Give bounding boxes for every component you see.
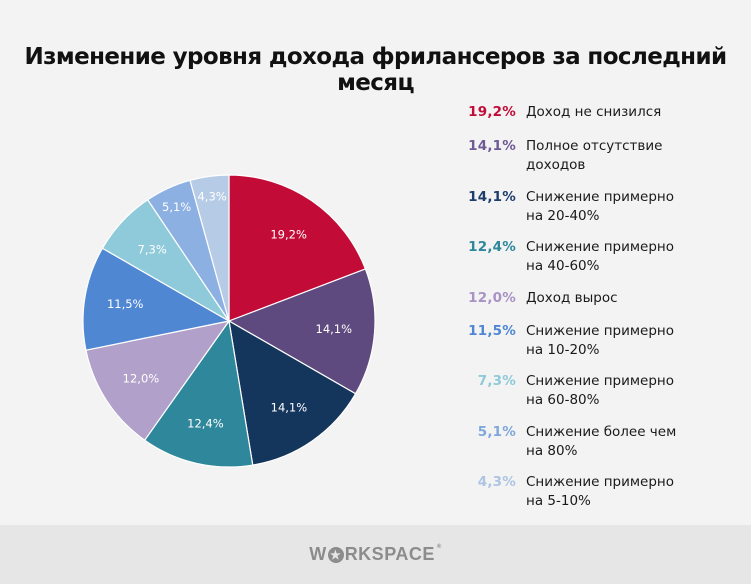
legend-item: 12,4% Снижение примерно на 40-60%: [462, 238, 722, 276]
legend-pct: 19,2%: [468, 104, 516, 120]
legend-label: Снижение примерно на 10-20%: [526, 323, 675, 358]
slice-label: 14,1%: [271, 400, 308, 414]
slice-label: 7,3%: [138, 242, 167, 256]
legend-pct: 5,1%: [477, 424, 516, 440]
legend-label: Снижение примерно на 5-10%: [526, 474, 675, 509]
legend-item: 5,1% Снижение более чем на 80%: [462, 423, 722, 461]
chart-title: Изменение уровня дохода фрилансеров за п…: [24, 44, 728, 96]
pie-slice: [143, 319, 254, 468]
slice-label: 4,3%: [197, 190, 226, 204]
legend-pct: 12,4%: [468, 239, 516, 255]
legend-pct: 12,0%: [468, 290, 516, 306]
pie-chart-svg: 19,2% 14,1% 14,1% 12,4% 12,0% 11,5% 7,3% 5,1% 4,…: [82, 174, 376, 468]
legend-item: 19,2% Доход не снизился: [462, 103, 722, 122]
legend-pct: 14,1%: [468, 189, 516, 205]
legend-label: Снижение примерно на 60-80%: [526, 373, 675, 408]
legend-item: 7,3% Снижение примерно на 60-80%: [462, 372, 722, 410]
legend-label: Снижение примерно на 40-60%: [526, 239, 675, 274]
pie-chart: 19,2% 14,1% 14,1% 12,4% 12,0% 11,5% 7,3% 5,1% 4,…: [82, 174, 376, 468]
footer: W ★ RKSPACE ®: [0, 525, 751, 584]
star-icon: ★: [327, 546, 344, 563]
legend-label: Снижение более чем на 80%: [526, 424, 677, 459]
slice-label: 5,1%: [162, 200, 191, 214]
legend-label: Снижение примерно на 20-40%: [526, 189, 675, 224]
slice-label: 14,1%: [316, 322, 353, 336]
slice-label: 19,2%: [270, 227, 307, 241]
legend-label: Доход вырос: [526, 290, 618, 306]
slice-label: 12,0%: [123, 371, 160, 385]
legend-item: 11,5% Снижение примерно на 10-20%: [462, 322, 722, 360]
workspace-logo: W ★ RKSPACE ®: [309, 544, 442, 564]
pie-slice: [227, 268, 376, 395]
legend-item: 12,0% Доход вырос: [462, 289, 722, 308]
legend-item: 4,3% Снижение примерно на 5-10%: [462, 473, 722, 511]
pie-slice: [85, 320, 231, 442]
legend-item: 14,1% Полное отсутствие доходов: [462, 137, 722, 175]
slice-label: 12,4%: [187, 416, 224, 430]
legend-label: Полное отсутствие доходов: [526, 138, 663, 173]
legend-pct: 11,5%: [468, 323, 516, 339]
legend-pct: 14,1%: [468, 138, 516, 154]
pie-slice: [189, 174, 230, 322]
pie-slice: [228, 319, 357, 466]
legend-pct: 4,3%: [477, 474, 516, 490]
pie-slice: [82, 247, 231, 351]
legend-item: 14,1% Снижение примерно на 20-40%: [462, 188, 722, 226]
legend-pct: 7,3%: [477, 373, 516, 389]
pie-slice: [228, 174, 367, 322]
slice-label: 11,5%: [107, 297, 144, 311]
legend-label: Доход не снизился: [526, 104, 662, 120]
